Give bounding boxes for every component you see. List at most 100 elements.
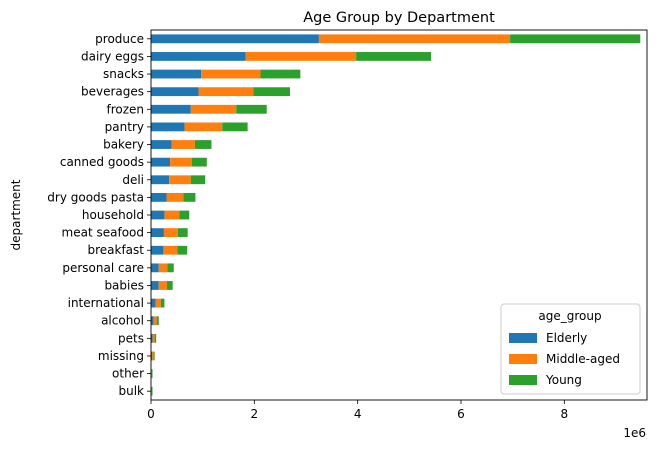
bar-household-elderly: [151, 210, 165, 220]
bar-bulk-young: [152, 386, 153, 396]
bar-alcohol-elderly: [151, 316, 154, 326]
bar-international-young: [160, 298, 165, 308]
bar-babies-middle-aged: [158, 281, 168, 290]
bar-household-middle-aged: [164, 210, 180, 220]
bar-personal-care-elderly: [151, 263, 159, 273]
legend-label-elderly: Elderly: [546, 331, 587, 345]
x-tick-label-0: 0: [147, 407, 155, 421]
legend-title: age_group: [538, 309, 601, 323]
bar-snacks-young: [260, 69, 301, 79]
bar-beverages-young: [253, 87, 290, 97]
y-tick-label-dairy-eggs: dairy eggs: [81, 49, 144, 63]
bar-beverages-middle-aged: [198, 87, 254, 97]
bar-frozen-middle-aged: [190, 104, 237, 114]
bars-layer: [151, 34, 641, 396]
bar-babies-young: [167, 281, 173, 290]
bar-bakery-young: [194, 140, 212, 149]
legend-box: [500, 303, 641, 395]
legend-label-young: Young: [545, 373, 582, 387]
bar-dry-goods-pasta-young: [183, 192, 196, 202]
x-tick-label-6: 6: [457, 407, 465, 421]
bar-breakfast-young: [177, 245, 188, 255]
bar-other-young: [152, 369, 153, 378]
y-tick-label-snacks: snacks: [103, 67, 144, 81]
y-tick-label-frozen: frozen: [106, 102, 144, 116]
bar-pets-elderly: [151, 333, 153, 343]
legend: age_group Elderly Middle-aged Young: [500, 303, 641, 395]
legend-swatch-young: [509, 375, 537, 385]
y-tick-label-household: household: [82, 208, 144, 222]
bar-deli-young: [190, 175, 206, 185]
bar-household-young: [179, 210, 190, 220]
bar-international-middle-aged: [155, 298, 161, 308]
bar-missing-young: [153, 351, 155, 361]
bar-dry-goods-pasta-middle-aged: [166, 192, 184, 202]
bar-canned-goods-young: [191, 157, 207, 167]
x-tick-label-2: 2: [251, 407, 259, 421]
y-tick-label-meat-seafood: meat seafood: [62, 226, 144, 240]
y-tick-label-pantry: pantry: [105, 120, 144, 134]
bar-deli-elderly: [151, 175, 170, 185]
legend-swatch-elderly: [509, 333, 537, 343]
bar-pets-middle-aged: [152, 333, 155, 343]
chart-title: Age Group by Department: [303, 10, 495, 26]
y-tick-label-breakfast: breakfast: [87, 243, 144, 257]
y-tick-label-canned-goods: canned goods: [60, 155, 144, 169]
legend-items: Elderly Middle-aged Young: [509, 331, 620, 387]
bar-missing-elderly: [151, 351, 153, 361]
y-tick-label-deli: deli: [122, 173, 144, 187]
y-tick-label-alcohol: alcohol: [101, 314, 144, 328]
bar-bakery-elderly: [151, 140, 172, 149]
y-tick-label-pets: pets: [118, 331, 144, 345]
bar-produce-young: [510, 34, 641, 44]
y-tick-label-international: international: [68, 296, 144, 310]
y-tick-label-produce: produce: [95, 32, 144, 46]
bar-alcohol-young: [156, 316, 159, 326]
bar-produce-middle-aged: [318, 34, 511, 44]
bar-snacks-middle-aged: [201, 69, 261, 79]
bar-produce-elderly: [151, 34, 319, 44]
bar-bakery-middle-aged: [171, 140, 195, 149]
bar-missing-middle-aged: [152, 351, 154, 361]
bar-dairy-eggs-elderly: [151, 52, 246, 61]
bar-beverages-elderly: [151, 87, 199, 97]
y-tick-label-missing: missing: [98, 349, 144, 363]
bar-snacks-elderly: [151, 69, 202, 79]
x-scale-label: 1e6: [623, 426, 646, 440]
bar-bulk-middle-aged: [151, 386, 153, 396]
bar-canned-goods-elderly: [151, 157, 171, 167]
x-tick-label-8: 8: [561, 407, 569, 421]
y-tick-label-bulk: bulk: [118, 384, 144, 398]
bar-dairy-eggs-young: [356, 52, 432, 61]
y-tick-label-beverages: beverages: [81, 85, 144, 99]
bar-international-elderly: [151, 298, 156, 308]
x-tick-label-4: 4: [354, 407, 362, 421]
bar-meat-seafood-elderly: [151, 228, 164, 238]
bar-pantry-young: [222, 122, 248, 132]
y-axis-title: department: [9, 179, 23, 250]
bar-pantry-elderly: [151, 122, 185, 132]
bar-meat-seafood-young: [177, 228, 188, 238]
bar-frozen-young: [236, 104, 267, 114]
bar-other-middle-aged: [151, 369, 153, 378]
y-tick-label-babies: babies: [104, 278, 144, 292]
bar-babies-elderly: [151, 281, 159, 290]
y-tick-label-dry-goods-pasta: dry goods pasta: [47, 190, 144, 204]
legend-swatch-middle-aged: [509, 354, 537, 364]
bar-canned-goods-middle-aged: [170, 157, 192, 167]
bar-dairy-eggs-middle-aged: [245, 52, 357, 61]
legend-label-middle-aged: Middle-aged: [546, 352, 620, 366]
bar-pets-young: [154, 333, 157, 343]
bar-breakfast-elderly: [151, 245, 164, 255]
y-tick-label-other: other: [112, 367, 144, 381]
bar-personal-care-young: [167, 263, 174, 273]
y-tick-label-bakery: bakery: [103, 138, 144, 152]
y-tick-label-personal-care: personal care: [62, 261, 144, 275]
y-ticks-layer: produce dairy eggs snacks beverages frozen pa…: [47, 32, 151, 398]
bar-frozen-elderly: [151, 104, 191, 114]
bar-dry-goods-pasta-elderly: [151, 192, 167, 202]
bar-alcohol-middle-aged: [153, 316, 157, 326]
x-ticks-layer: 0 2 4 6 8: [147, 400, 568, 421]
